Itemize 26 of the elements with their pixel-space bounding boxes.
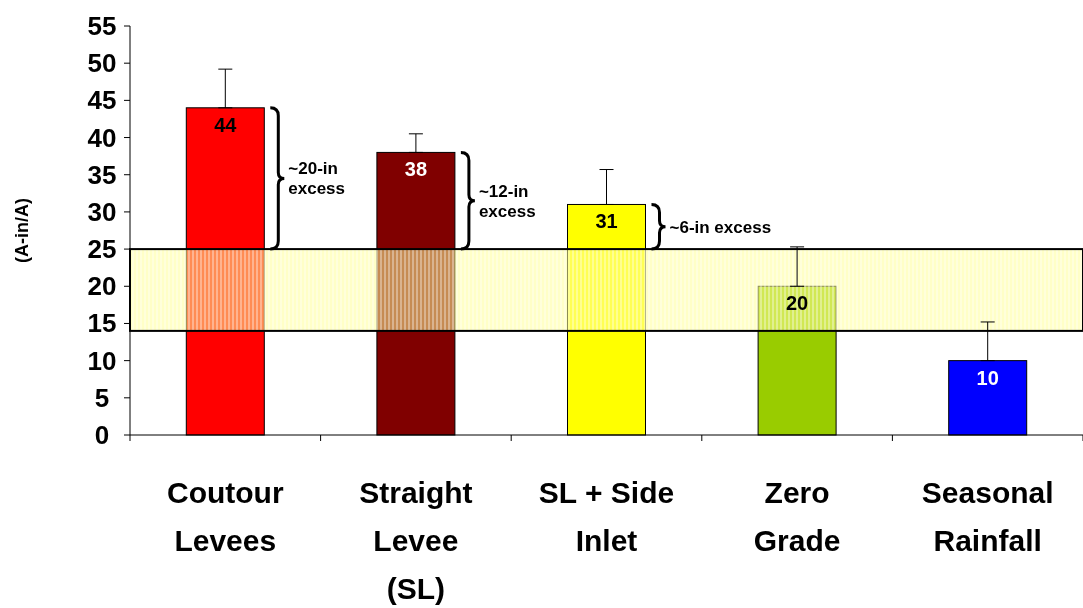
y-tick-label: 10 [87, 345, 117, 376]
y-tick-label: 20 [87, 271, 117, 302]
data-label: 10 [976, 366, 999, 389]
y-tick-label: 5 [94, 382, 110, 413]
x-tick-label: SL + Side Inlet [538, 476, 675, 557]
data-label: 44 [214, 113, 238, 136]
x-tick-label: Straight Levee (SL) [359, 476, 473, 605]
x-tick-label: Zero Grade [753, 476, 841, 557]
y-tick-label: 45 [87, 85, 117, 116]
annotation: ~6-in excess [669, 217, 772, 237]
y-tick-label: 15 [87, 308, 117, 339]
y-tick-label: 40 [87, 122, 117, 153]
x-tick-label: Seasonal Rainfall [921, 476, 1054, 557]
y-tick-label: 30 [87, 196, 117, 227]
y-axis-title: (A-in/A) [12, 198, 32, 263]
x-tick-label: Coutour Levees [166, 476, 284, 557]
data-label: 20 [785, 292, 809, 315]
y-tick-label: 50 [87, 48, 117, 79]
y-tick-label: 25 [87, 234, 117, 265]
annotation: ~20-in excess [288, 159, 346, 199]
data-label: 38 [404, 158, 428, 181]
y-tick-label: 55 [87, 11, 117, 41]
data-label: 31 [595, 210, 618, 233]
y-tick-label: 0 [94, 420, 110, 450]
y-tick-label: 35 [87, 159, 117, 190]
annotation: ~12-in excess [478, 181, 536, 221]
